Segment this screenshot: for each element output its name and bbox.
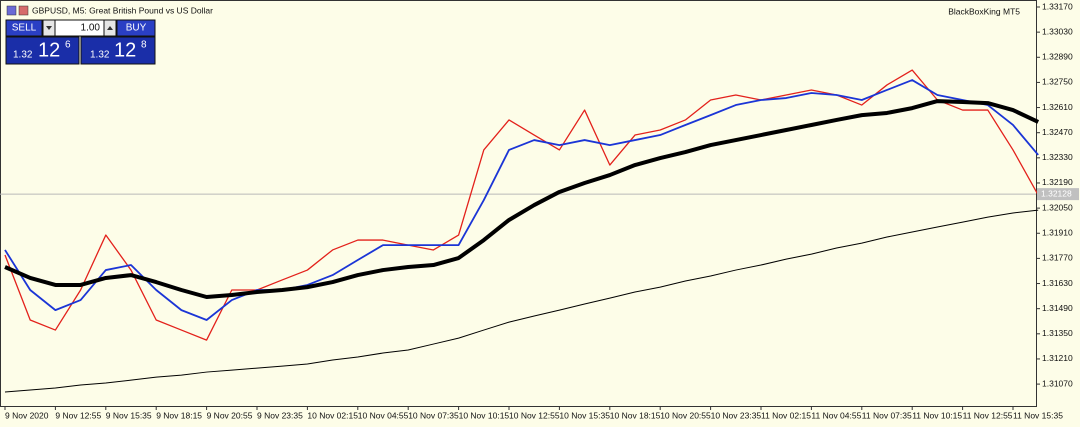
price-line	[4, 69, 1039, 341]
x-tick-label: 10 Nov 12:55	[509, 410, 560, 420]
x-tick-label: 11 Nov 10:15	[912, 410, 962, 420]
y-tick-label: 1.31350	[1042, 328, 1073, 338]
x-tick-label: 10 Nov 02:15	[307, 410, 358, 420]
y-tick-label: 1.33030	[1042, 26, 1073, 36]
trade-panel: SELL 1.00 BUY 1.32 12 6 1.32 12 8	[5, 19, 156, 65]
y-tick-label: 1.33170	[1042, 1, 1073, 11]
y-tick-label: 1.32470	[1042, 127, 1073, 137]
axes: 1.33170 1.33030 1.32890 1.32750 1.32610 1.324…	[4, 1, 1079, 420]
sell-big: 1.32	[13, 50, 33, 61]
x-tick-label: 9 Nov 2020	[5, 410, 49, 420]
symbol-icon	[18, 5, 29, 16]
x-tick-label: 9 Nov 23:35	[257, 410, 303, 420]
arrow-up	[107, 26, 113, 30]
x-tick-label: 10 Nov 15:35	[559, 410, 610, 420]
y-tick-label: 1.32050	[1042, 202, 1073, 212]
sell-small: 6	[65, 40, 71, 51]
sell-button[interactable]	[5, 19, 43, 37]
x-tick-label: 11 Nov 07:35	[862, 410, 912, 420]
advisor-name: BlackBoxKing MT5	[948, 6, 1020, 16]
current-price-label: 1.32128	[1041, 188, 1072, 198]
volume: 1.00	[81, 23, 101, 34]
buy-label: BUY	[126, 23, 147, 34]
x-tick-label: 10 Nov 23:35	[711, 410, 762, 420]
x-tick-label: 9 Nov 18:15	[156, 410, 202, 420]
symbol-title: GBPUSD, M5: Great British Pound vs US Do…	[32, 5, 213, 15]
buy-main: 12	[114, 39, 136, 61]
x-tick-label: 10 Nov 20:55	[660, 410, 711, 420]
buy-price[interactable]	[80, 36, 156, 65]
x-tick-label: 11 Nov 04:55	[811, 410, 861, 420]
symbol-icon	[6, 5, 17, 16]
x-tick-label: 11 Nov 02:15	[761, 410, 811, 420]
x-tick-label: 10 Nov 10:15	[459, 410, 510, 420]
y-tick-label: 1.32190	[1042, 177, 1073, 187]
buy-big: 1.32	[90, 50, 110, 61]
y-tick-label: 1.31910	[1042, 228, 1073, 238]
y-tick-label: 1.31070	[1042, 378, 1073, 388]
x-tick-label: 9 Nov 12:55	[55, 410, 101, 420]
y-tick-label: 1.32610	[1042, 102, 1073, 112]
x-tick-label: 11 Nov 12:55	[963, 410, 1013, 420]
sell-price[interactable]	[5, 36, 80, 65]
buy-small: 8	[141, 40, 147, 51]
y-tick-label: 1.31770	[1042, 253, 1073, 263]
sell-label: SELL	[12, 23, 37, 34]
x-tick-label: 9 Nov 15:35	[106, 410, 152, 420]
buy-button[interactable]	[116, 19, 156, 37]
current-price-box	[1037, 188, 1079, 201]
y-tick-label: 1.32750	[1042, 77, 1073, 87]
price-line	[4, 99, 1040, 300]
price-line	[4, 209, 1039, 393]
y-tick-label: 1.31630	[1042, 278, 1073, 288]
arrow-down	[46, 26, 52, 30]
y-tick-label: 1.31490	[1042, 303, 1073, 313]
x-tick-label: 9 Nov 20:55	[207, 410, 253, 420]
x-tick-label: 11 Nov 15:35	[1013, 410, 1063, 420]
sell-main: 12	[38, 39, 60, 61]
y-tick-label: 1.31210	[1042, 353, 1073, 363]
y-tick-label: 1.32890	[1042, 52, 1073, 62]
plot-area	[0, 69, 1040, 393]
x-tick-label: 10 Nov 04:55	[358, 410, 409, 420]
plot-frame	[0, 0, 1037, 407]
x-tick-label: 10 Nov 07:35	[408, 410, 459, 420]
x-tick-label: 10 Nov 18:15	[610, 410, 661, 420]
price-line	[4, 79, 1039, 321]
y-tick-label: 1.32330	[1042, 152, 1073, 162]
